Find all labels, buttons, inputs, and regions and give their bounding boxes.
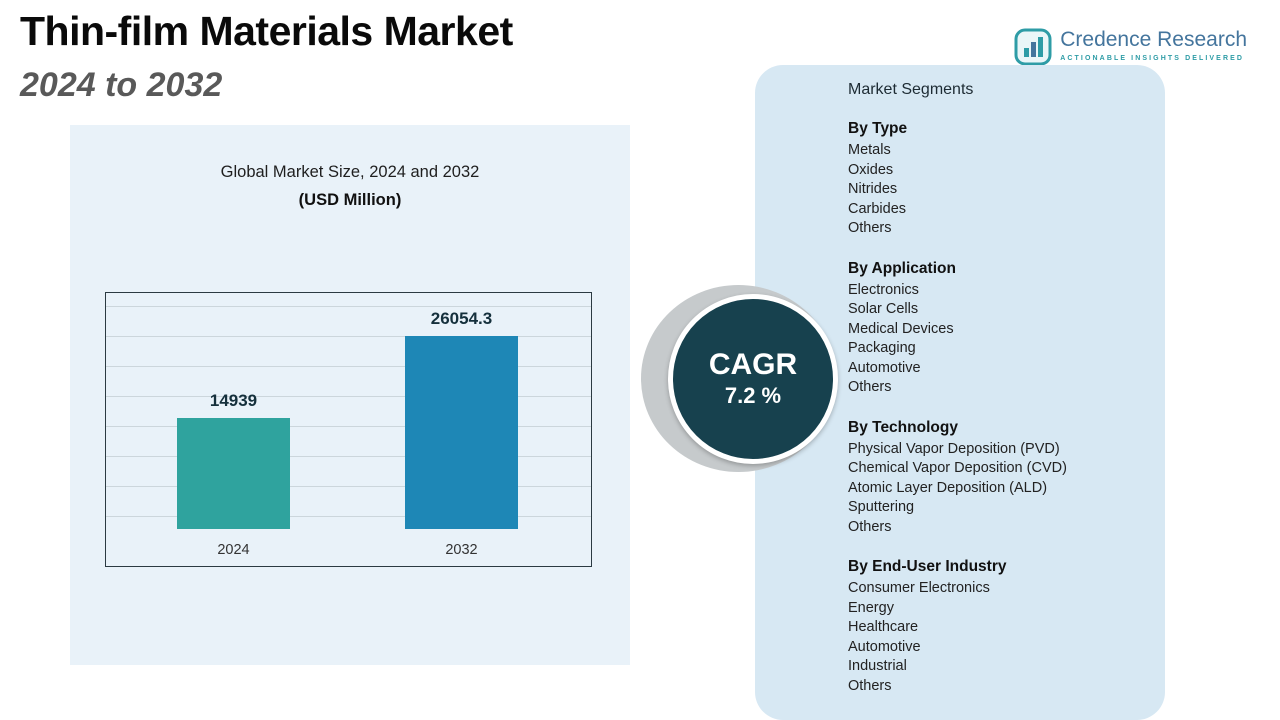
segment-item: Healthcare (848, 619, 919, 635)
credence-research-logo: Credence Research Actionable Insights De… (1014, 28, 1247, 66)
segment-item: Electronics (848, 281, 919, 298)
market-segments-panel: Market Segments By Type Metals Oxides Ni… (755, 65, 1165, 720)
segment-item: Packaging (848, 340, 916, 356)
segment-item: Chemical Vapor Deposition (CVD) (848, 460, 1067, 476)
segment-item: Metals (848, 142, 891, 158)
segment-item: Others (848, 518, 892, 535)
page-subtitle: 2024 to 2032 (20, 66, 223, 104)
bar-2024-value-label: 14939 (209, 391, 258, 410)
bar-2024: 14939 (177, 391, 290, 529)
x-axis-label-2024: 2024 (217, 542, 250, 558)
segment-item: Others (848, 220, 892, 236)
segment-item: Automotive (848, 638, 921, 655)
chart-units-label: (USD Million) (298, 191, 402, 209)
segment-section-header: By Type (848, 120, 908, 137)
cagr-label: CAGR (708, 348, 798, 381)
bar-2032-value-label: 26054.3 (430, 309, 493, 328)
segment-item: Consumer Electronics (848, 580, 990, 596)
segment-section-header: By Application (848, 259, 956, 277)
segment-section-by-type: By Type Metals Oxides Nitrides Carbides … (848, 120, 1147, 239)
logo-company-name: Credence Research (1060, 28, 1247, 51)
segment-section-by-end-user-industry: By End-User Industry Consumer Electronic… (848, 558, 1147, 696)
bar-chart-plot-area: 14939 26054.3 2024 2032 (105, 292, 592, 567)
cagr-value: 7.2 % (724, 383, 782, 408)
cagr-badge: CAGR 7.2 % (668, 294, 838, 464)
segment-item: Nitrides (848, 181, 898, 197)
bar-2032: 26054.3 (405, 309, 518, 529)
bar-chart-logo-icon (1014, 28, 1052, 66)
segment-section-header: By Technology (848, 418, 958, 436)
segment-section-header: By End-User Industry (848, 558, 1007, 575)
segments-panel-title: Market Segments (848, 81, 974, 98)
segment-item: Physical Vapor Deposition (PVD) (848, 440, 1060, 457)
segment-item: Carbides (848, 200, 907, 217)
segment-item: Others (848, 677, 892, 694)
market-size-chart-panel: Global Market Size, 2024 and 2032 (USD M… (70, 125, 630, 665)
logo-text: Credence Research Actionable Insights De… (1060, 28, 1247, 62)
segment-item: Others (848, 379, 892, 395)
segment-item: Automotive (848, 359, 921, 376)
page-title: Thin-film Materials Market (20, 8, 513, 54)
chart-title: Global Market Size, 2024 and 2032 (220, 163, 480, 181)
x-axis-label-2032: 2032 (445, 542, 478, 558)
segment-item: Solar Cells (848, 301, 919, 317)
segment-item: Sputtering (848, 499, 915, 515)
segment-section-by-application: By Application Electronics Solar Cells M… (848, 260, 1147, 398)
segment-item: Medical Devices (848, 320, 954, 337)
segment-item: Energy (848, 599, 894, 616)
segment-item: Industrial (848, 658, 907, 674)
segment-item: Oxides (848, 161, 894, 178)
logo-tagline: Actionable Insights Delivered (1060, 55, 1245, 62)
segment-section-by-technology: By Technology Physical Vapor Deposition … (848, 419, 1147, 538)
segment-item: Atomic Layer Deposition (ALD) (848, 479, 1048, 496)
